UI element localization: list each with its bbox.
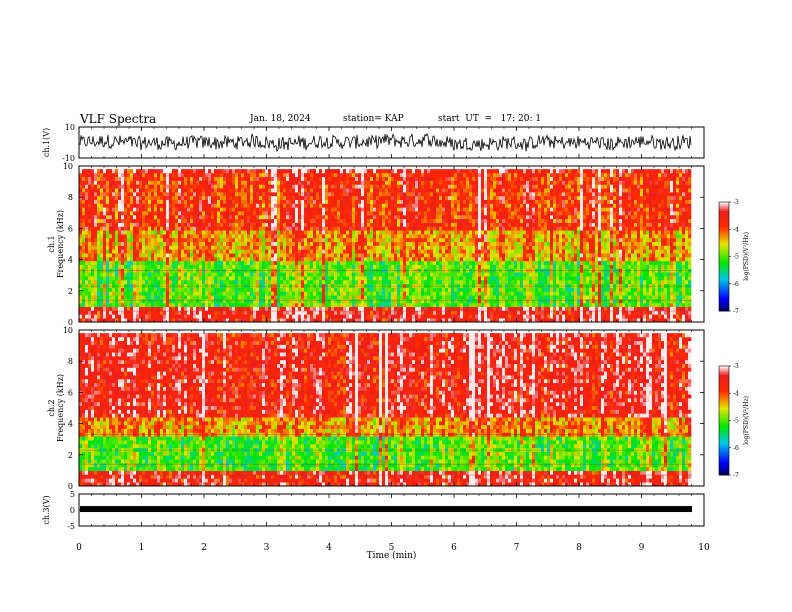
xtick-7: 7 bbox=[514, 543, 520, 553]
ch1-spec-colorbar-label: log(PSD)(V²/Hz) bbox=[743, 232, 750, 281]
ch2-spec-ytick-4: 4 bbox=[68, 420, 73, 429]
ch1-spec-ytick-6: 6 bbox=[68, 224, 73, 233]
ch2-spec-cbtick--7: -7 bbox=[733, 472, 739, 479]
ch1-spec-ytick-0: 0 bbox=[68, 318, 73, 327]
xtick-4: 4 bbox=[326, 543, 332, 553]
ch1-spec-ytick-8: 8 bbox=[68, 193, 73, 202]
xtick-8: 8 bbox=[576, 543, 582, 553]
xtick-3: 3 bbox=[264, 543, 270, 553]
ch3-ytick-2: -5 bbox=[67, 522, 75, 531]
ch3-signal-band bbox=[80, 506, 692, 513]
xtick-6: 6 bbox=[451, 543, 457, 553]
station-label: station= KAP bbox=[343, 114, 404, 124]
ch1-spec-cbtick--4: -4 bbox=[733, 226, 739, 233]
ch2-spec-ytick-2: 2 bbox=[68, 451, 73, 460]
ch1-spec-colorbar bbox=[718, 201, 731, 312]
ch1-spec-ytick-4: 4 bbox=[68, 256, 73, 265]
chart-title: VLF Spectra bbox=[80, 112, 157, 126]
ch2-spec-ytick-6: 6 bbox=[68, 388, 73, 397]
ch3-ytick-0: 5 bbox=[70, 490, 75, 499]
start-time-label: start UT = 17: 20: 1 bbox=[438, 114, 542, 124]
xtick-1: 1 bbox=[139, 543, 145, 553]
xtick-2: 2 bbox=[201, 543, 207, 553]
ch1-ytick-neg10: -10 bbox=[62, 154, 75, 163]
ch1-spec-cbtick--3: -3 bbox=[733, 199, 739, 206]
date-label: Jan. 18, 2024 bbox=[250, 114, 311, 124]
ch1-spec-spectrogram bbox=[79, 169, 692, 323]
ch1-spec-ylabel: ch.1Frequency (kHz) bbox=[47, 210, 65, 278]
ch2-spec-cbtick--3: -3 bbox=[733, 363, 739, 370]
ch1-spec-cbtick--5: -5 bbox=[733, 254, 739, 261]
xtick-5: 5 bbox=[389, 543, 395, 553]
ch1-spec-ytick-10: 10 bbox=[63, 162, 73, 171]
ch1-ytick-10: 10 bbox=[65, 123, 75, 132]
xaxis-label: Time (min) bbox=[367, 550, 417, 561]
ch2-spec-ytick-0: 0 bbox=[68, 482, 73, 491]
xtick-9: 9 bbox=[639, 543, 645, 553]
ch2-spec-ylabel: ch.2Frequency (kHz) bbox=[47, 374, 65, 442]
ch1-spec-ytick-2: 2 bbox=[68, 287, 73, 296]
xtick-0: 0 bbox=[76, 543, 82, 553]
ch3-ytick-1: 0 bbox=[70, 506, 75, 515]
ch2-spec-spectrogram bbox=[79, 333, 692, 487]
ch2-spec-colorbar bbox=[718, 365, 731, 476]
ch2-spec-cbtick--4: -4 bbox=[733, 390, 739, 397]
ch2-spec-colorbar-label: log(PSD)(V²/Hz) bbox=[743, 396, 750, 445]
ch2-spec-ytick-10: 10 bbox=[63, 326, 73, 335]
xtick-10: 10 bbox=[698, 543, 710, 553]
ch2-spec-cbtick--6: -6 bbox=[733, 445, 739, 452]
ch3-ylabel: ch.3(V) bbox=[42, 495, 51, 524]
ch1-waveform-line bbox=[79, 132, 692, 152]
ch2-spec-cbtick--5: -5 bbox=[733, 418, 739, 425]
ch1-waveform-frame bbox=[78, 126, 705, 159]
ch1-spec-cbtick--7: -7 bbox=[733, 308, 739, 315]
ch2-spec-ytick-8: 8 bbox=[68, 357, 73, 366]
ch1-ylabel: ch.1(V) bbox=[42, 128, 51, 157]
ch1-spec-cbtick--6: -6 bbox=[733, 281, 739, 288]
